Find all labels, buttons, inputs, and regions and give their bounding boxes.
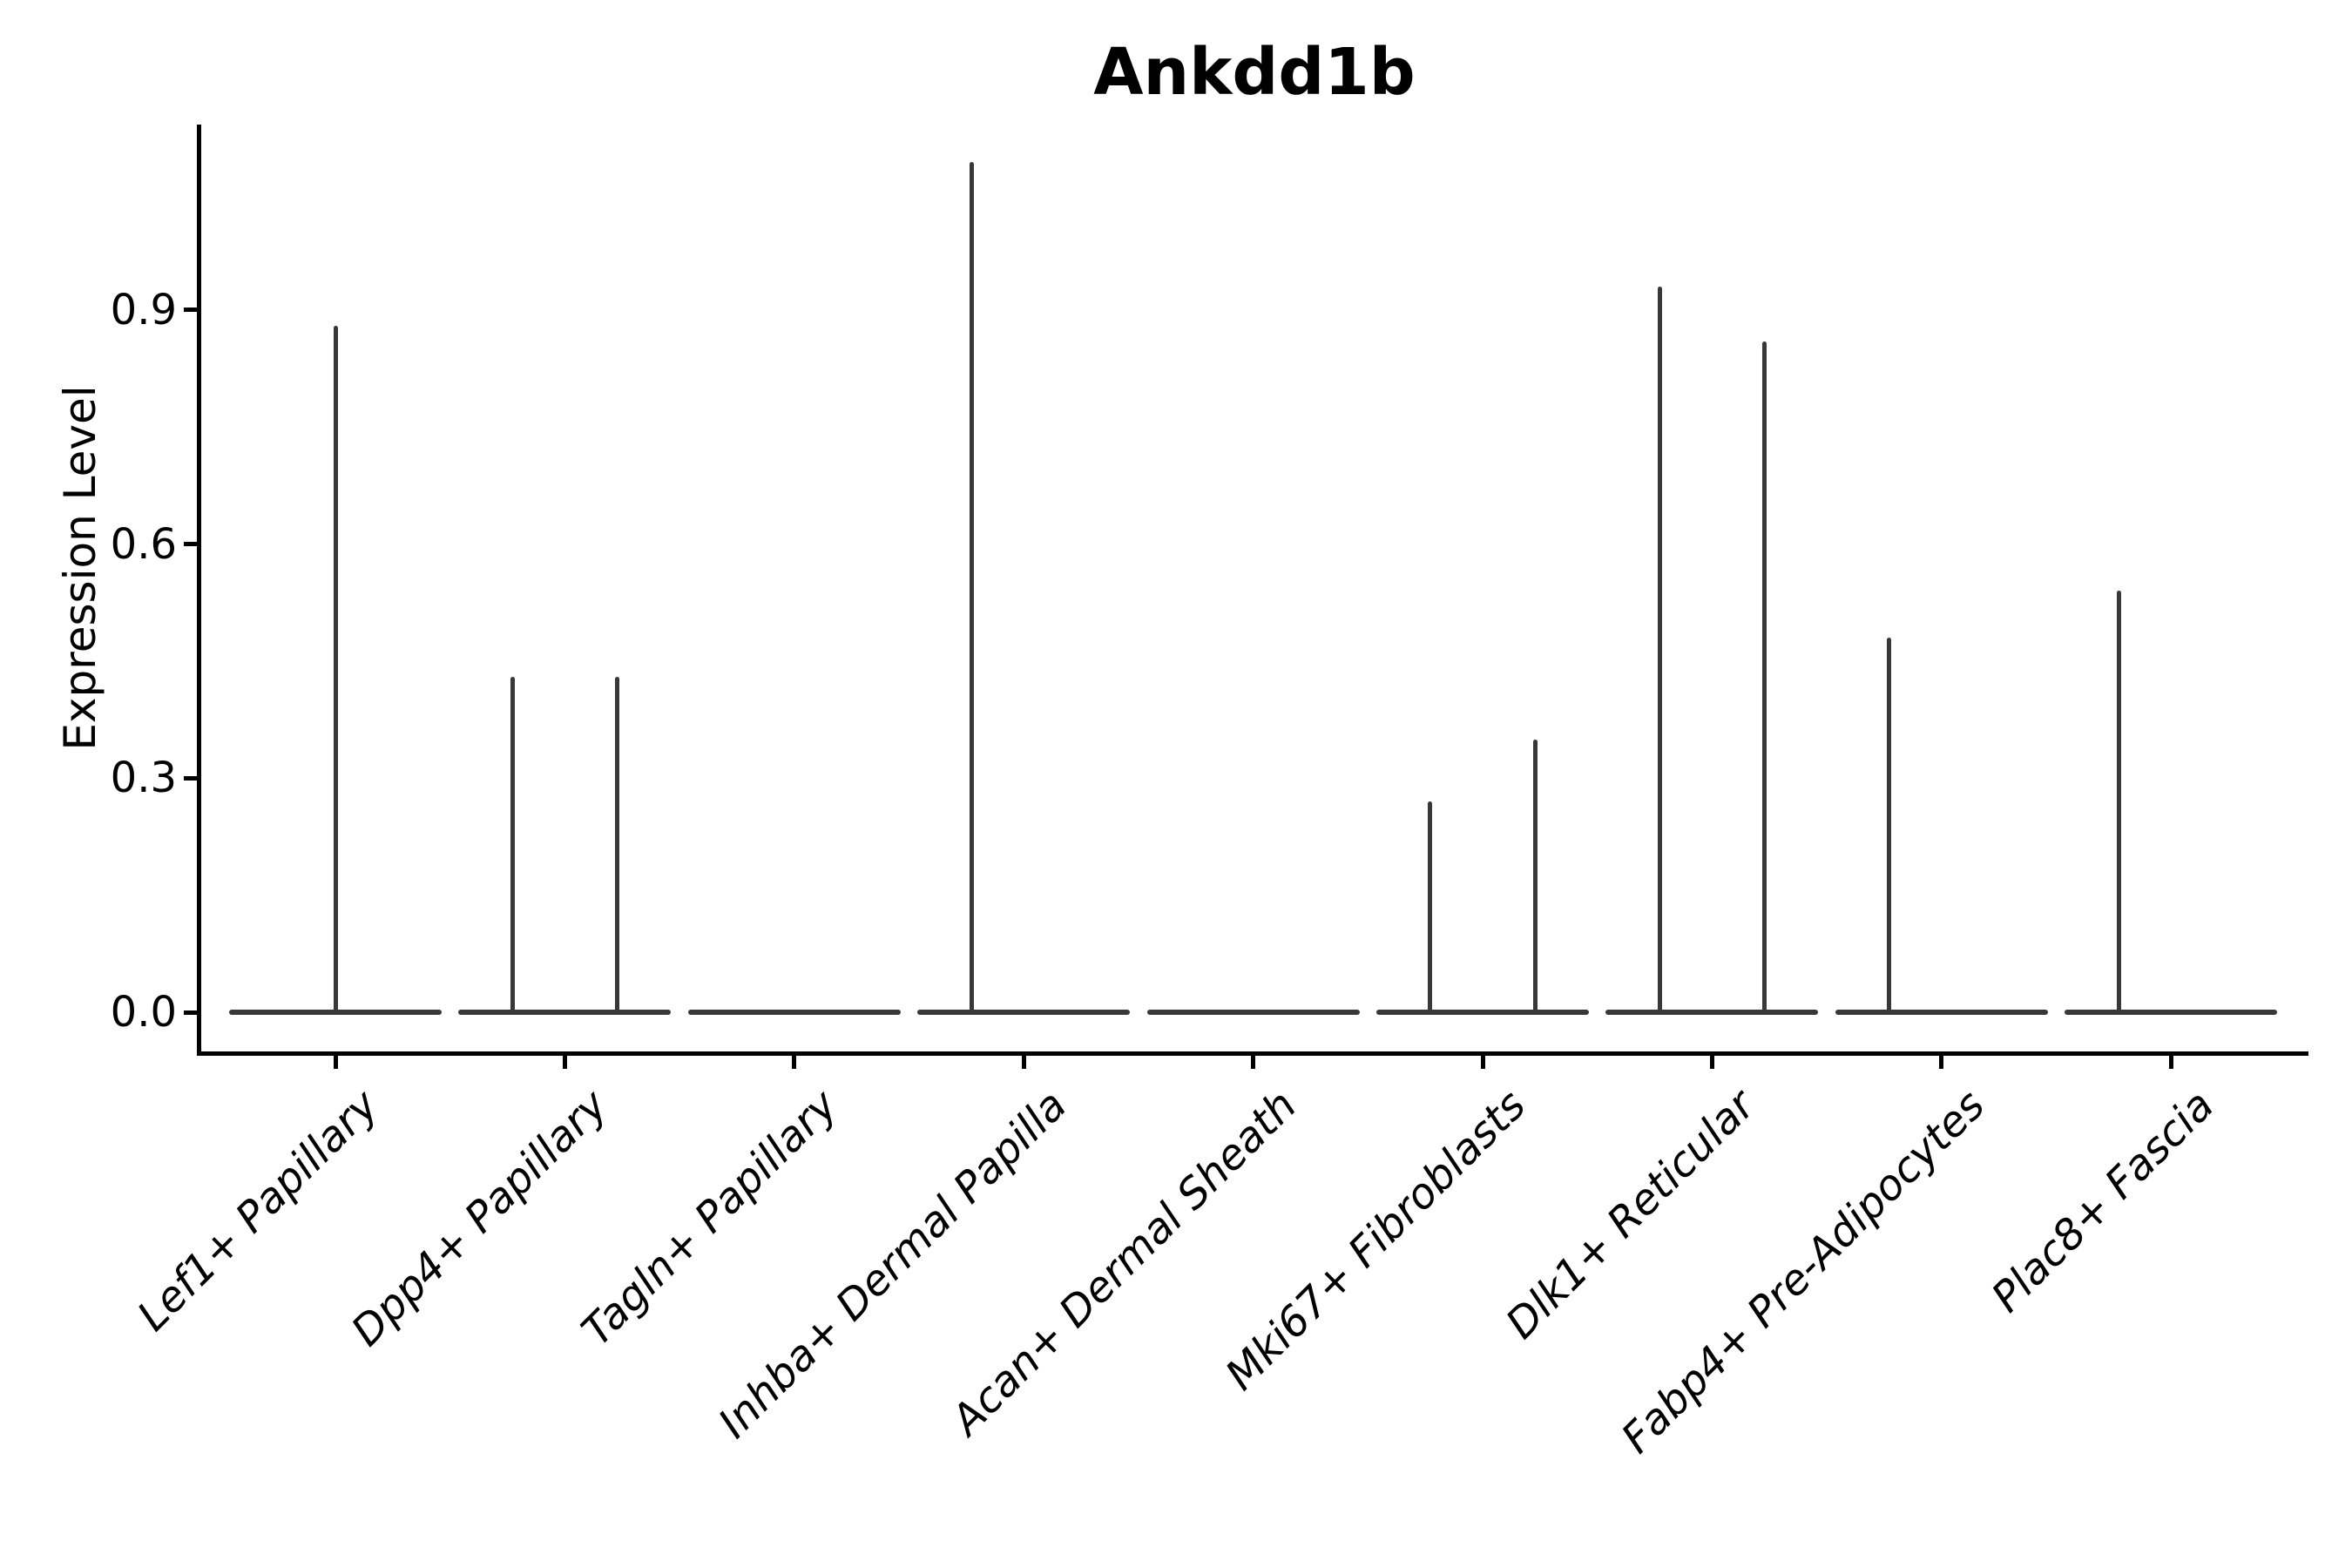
y-tick-label: 0.9 xyxy=(110,285,177,335)
violin-spike xyxy=(1887,638,1892,1012)
chart-title: Ankdd1b xyxy=(1093,35,1416,110)
x-tick-mark xyxy=(1251,1056,1256,1069)
y-tick-label: 0.3 xyxy=(110,754,177,803)
violin-spike xyxy=(1761,341,1767,1012)
y-tick-label: 0.6 xyxy=(110,519,177,569)
violin-base xyxy=(229,1010,442,1015)
y-tick-mark xyxy=(184,308,197,313)
y-tick-mark xyxy=(184,1010,197,1015)
y-tick-label: 0.0 xyxy=(110,988,177,1037)
violin-base xyxy=(1146,1010,1360,1015)
violin-base xyxy=(2065,1010,2278,1015)
violin-spike xyxy=(333,325,338,1012)
x-tick-mark xyxy=(2168,1056,2173,1069)
violin-base xyxy=(917,1010,1131,1015)
violin-base xyxy=(1376,1010,1589,1015)
x-tick-mark xyxy=(1939,1056,1944,1069)
x-axis-line xyxy=(197,1051,2308,1056)
violin-base xyxy=(1835,1010,2048,1015)
violin-base xyxy=(458,1010,672,1015)
violin-spike xyxy=(510,676,515,1012)
violin-spike xyxy=(1657,287,1662,1012)
violin-base xyxy=(687,1010,901,1015)
y-tick-mark xyxy=(184,542,197,547)
x-tick-mark xyxy=(1480,1056,1485,1069)
violin-spike xyxy=(1428,801,1433,1012)
y-axis-spine xyxy=(197,125,201,1056)
violin-spike xyxy=(614,676,619,1012)
violin-spike xyxy=(2116,591,2121,1012)
x-tick-mark xyxy=(562,1056,567,1069)
violin-base xyxy=(1605,1010,1819,1015)
y-tick-mark xyxy=(184,775,197,781)
x-tick-mark xyxy=(333,1056,338,1069)
x-tick-mark xyxy=(792,1056,797,1069)
violin-spike xyxy=(1532,739,1538,1012)
x-tick-mark xyxy=(1021,1056,1026,1069)
x-tick-mark xyxy=(1709,1056,1714,1069)
violin-spike xyxy=(969,161,974,1012)
